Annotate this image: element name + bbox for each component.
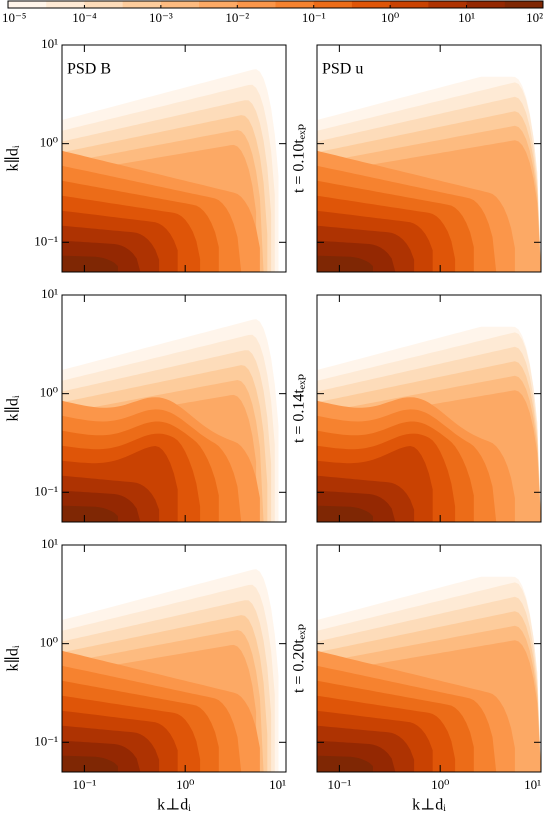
y-tick-label: 10⁻¹ bbox=[34, 233, 58, 248]
y-axis-label: k∥dᵢ bbox=[4, 645, 22, 671]
colorbar-tick-label: 10⁻¹ bbox=[302, 10, 326, 25]
colorbar-swatch bbox=[237, 1, 276, 8]
panel-frame bbox=[316, 294, 542, 523]
colorbar-swatch bbox=[160, 1, 200, 8]
colorbar-swatch bbox=[313, 1, 353, 8]
panel-title: PSD B bbox=[67, 61, 111, 78]
contour-level bbox=[62, 755, 118, 772]
colorbar-swatch bbox=[390, 1, 429, 8]
y-tick-label: 10⁰ bbox=[40, 385, 58, 400]
y-tick-label: 10⁰ bbox=[40, 635, 58, 650]
colorbar-tick-label: 10⁻² bbox=[225, 10, 249, 25]
colorbar-tick-label: 10⁻⁴ bbox=[72, 10, 97, 25]
y-tick-label: 10¹ bbox=[41, 36, 58, 51]
y-axis-label: k∥dᵢ bbox=[4, 145, 22, 171]
colorbar-swatch bbox=[428, 1, 468, 8]
panel: t = 0.14tₑₓₚ bbox=[291, 294, 542, 523]
y-tick-label: 10⁰ bbox=[40, 135, 58, 150]
colorbar-swatch bbox=[122, 1, 162, 8]
x-tick-label: 10¹ bbox=[269, 777, 286, 792]
panel-title: PSD u bbox=[322, 61, 363, 78]
panel: PSD u t = 0.10tₑₓₚ bbox=[291, 44, 542, 273]
contour-level bbox=[317, 255, 373, 272]
colorbar-frame bbox=[7, 0, 544, 9]
colorbar-swatch bbox=[199, 1, 238, 8]
y-tick-label: 10¹ bbox=[41, 286, 58, 301]
x-tick-label: 10⁰ bbox=[431, 777, 449, 792]
colorbar-swatch bbox=[84, 1, 124, 8]
time-label: t = 0.10tₑₓₚ bbox=[291, 124, 308, 193]
panel: 10⁻¹ 10⁰ 10¹ PSD B k∥dᵢ bbox=[4, 36, 287, 273]
colorbar-tick-label: 10⁻⁵ bbox=[2, 10, 26, 25]
colorbar-swatch bbox=[275, 1, 315, 8]
colorbar-swatch bbox=[8, 1, 47, 8]
colorbar-tick-label: 10² bbox=[526, 10, 543, 25]
y-tick-label: 10⁻¹ bbox=[34, 483, 58, 498]
x-axis-label: k⊥dᵢ bbox=[412, 797, 446, 814]
contour-level bbox=[62, 255, 118, 272]
panel-frame bbox=[61, 44, 287, 273]
colorbar-swatch bbox=[351, 1, 391, 8]
colorbar-swatch bbox=[46, 1, 85, 8]
panel: 10⁻¹ 10⁰ 10¹ k∥dᵢ bbox=[4, 286, 287, 523]
x-tick-label: 10¹ bbox=[524, 777, 541, 792]
time-label: t = 0.14tₑₓₚ bbox=[291, 374, 308, 443]
y-tick-label: 10⁻¹ bbox=[34, 733, 58, 748]
x-axis-label: k⊥dᵢ bbox=[157, 797, 191, 814]
colorbar-swatch bbox=[504, 1, 544, 8]
contour-level bbox=[62, 505, 118, 522]
panel-frame bbox=[316, 544, 542, 773]
colorbar-tick-label: 10⁻³ bbox=[149, 10, 173, 25]
colorbar-tick-label: 10⁰ bbox=[381, 10, 399, 25]
panel-frame bbox=[316, 44, 542, 273]
x-tick-label: 10⁻¹ bbox=[72, 777, 96, 792]
contour-level bbox=[317, 755, 373, 772]
contour-level bbox=[317, 505, 373, 522]
y-axis-label: k∥dᵢ bbox=[4, 395, 22, 421]
panel: 10⁻¹ 10⁰ 10¹ k⊥dᵢ t = 0.20tₑₓₚ bbox=[291, 544, 542, 814]
x-tick-label: 10⁻¹ bbox=[327, 777, 351, 792]
colorbar-swatch bbox=[466, 1, 506, 8]
colorbar-tick-label: 10¹ bbox=[458, 10, 475, 25]
panel: 10⁻¹ 10⁰ 10¹ 10⁻¹ 10⁰ 10¹ k∥dᵢ k⊥dᵢ bbox=[4, 536, 287, 814]
x-tick-label: 10⁰ bbox=[176, 777, 194, 792]
y-tick-label: 10¹ bbox=[41, 536, 58, 551]
time-label: t = 0.20tₑₓₚ bbox=[291, 624, 308, 693]
panel-frame bbox=[61, 294, 287, 523]
panel-frame bbox=[61, 544, 287, 773]
